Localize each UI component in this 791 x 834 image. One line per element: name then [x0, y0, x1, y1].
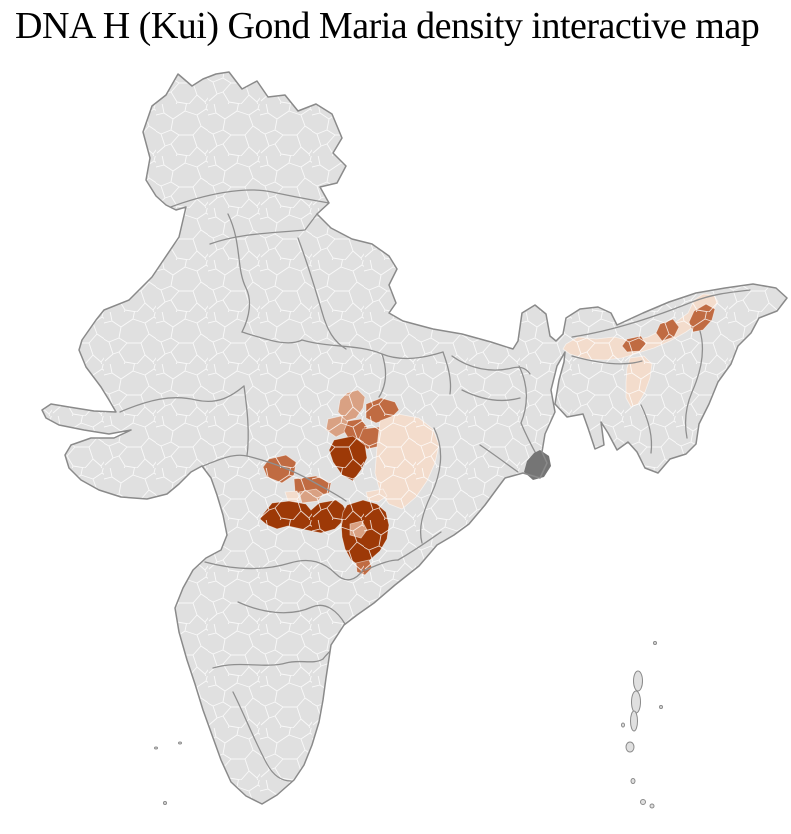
- page-title: DNA H (Kui) Gond Maria density interacti…: [15, 5, 760, 47]
- state-border-29: [640, 404, 653, 454]
- state-border-10: [246, 455, 347, 502]
- state-border-25: [378, 353, 387, 398]
- state-border-26: [571, 289, 751, 338]
- state-border-16: [397, 531, 442, 561]
- state-border-7: [119, 385, 245, 413]
- state-border-22: [479, 444, 519, 473]
- state-border-27: [685, 330, 704, 439]
- state-border-28: [571, 355, 643, 365]
- state-border-14: [232, 691, 292, 782]
- state-border-19: [451, 355, 531, 375]
- island-4: [630, 710, 638, 732]
- state-border-2: [209, 213, 318, 245]
- island-1: [653, 641, 657, 645]
- island-5: [625, 741, 635, 753]
- state-border-18: [419, 427, 442, 544]
- state-border-24: [321, 311, 347, 350]
- state-border-12: [237, 601, 346, 625]
- state-border-8: [243, 385, 249, 457]
- state-border-9: [202, 454, 248, 467]
- island-6: [659, 705, 663, 709]
- island-13: [163, 801, 167, 805]
- country-outline: [41, 71, 788, 805]
- state-border-4: [241, 331, 303, 344]
- india-outline-stroke: [41, 71, 788, 805]
- state-borders: [119, 189, 751, 782]
- island-3: [631, 690, 641, 714]
- state-border-21: [518, 365, 541, 462]
- island-2: [633, 670, 643, 692]
- state-border-20: [461, 389, 521, 401]
- state-border-17: [364, 559, 399, 571]
- island-10: [649, 803, 655, 809]
- state-border-11: [204, 559, 364, 581]
- island-9: [640, 799, 646, 805]
- island-12: [178, 741, 182, 745]
- state-border-3: [227, 213, 251, 333]
- island-7: [621, 722, 625, 728]
- state-border-13: [212, 658, 324, 669]
- state-border-23: [297, 237, 323, 313]
- islands: [154, 641, 663, 809]
- island-8: [630, 778, 636, 784]
- island-11: [154, 746, 158, 750]
- state-border-6: [442, 351, 452, 395]
- state-border-1: [167, 189, 330, 209]
